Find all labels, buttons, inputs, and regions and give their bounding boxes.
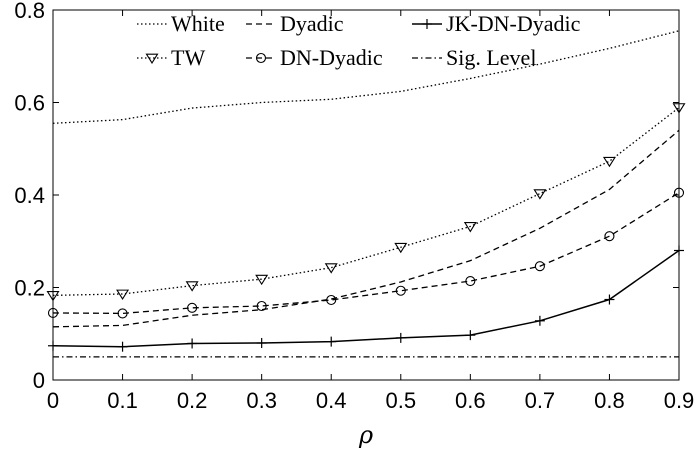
point-marker-circle (187, 302, 198, 313)
legend-label: TW (171, 45, 205, 70)
series-line (52, 192, 680, 315)
point-marker-triangle (602, 156, 616, 168)
x-tick-label: 0.3 (246, 388, 277, 413)
point-marker-plus (256, 338, 267, 348)
legend-entry: White (137, 11, 225, 36)
x-tick-label: 0 (47, 388, 59, 413)
y-tick-label: 0.8 (14, 0, 45, 23)
x-tick-label: 0.4 (316, 388, 347, 413)
point-marker-plus (187, 338, 198, 349)
legend-entry: DN-Dyadic (246, 45, 383, 70)
y-tick-label: 0 (33, 368, 45, 393)
point-marker-circle (326, 294, 337, 306)
x-tick-label: 0.8 (594, 388, 625, 413)
y-tick-label: 0.2 (14, 276, 45, 301)
point-marker-triangle (255, 274, 269, 286)
legend: White Dyadic JK-DN-Dyadic TW DN-Dyadic Sig. L… (137, 11, 581, 70)
point-marker-circle (465, 275, 476, 287)
point-marker-circle (673, 187, 685, 198)
legend-label: White (171, 11, 225, 36)
point-marker-triangle (145, 53, 159, 64)
point-marker-circle (604, 231, 615, 242)
point-marker-circle (117, 308, 128, 319)
point-marker-plus (674, 245, 684, 256)
point-marker-triangle (394, 242, 408, 254)
legend-label: JK-DN-Dyadic (446, 11, 581, 36)
point-marker-triangle (116, 289, 130, 300)
point-marker-triangle (672, 103, 686, 114)
series-dn-dyadic (47, 187, 685, 319)
point-marker-plus (395, 332, 406, 343)
x-tick-label: 0.2 (177, 388, 208, 413)
series-white (52, 30, 680, 124)
point-marker-plus (326, 336, 337, 347)
x-tick-label: 0.1 (107, 388, 138, 413)
legend-label: Dyadic (280, 11, 344, 36)
y-tick-label: 0.4 (14, 183, 45, 208)
legend-entry: TW (137, 45, 205, 70)
point-marker-circle (395, 285, 406, 296)
x-tick-label: 0.5 (385, 388, 416, 413)
point-marker-circle (534, 261, 545, 272)
point-marker-triangle (463, 222, 477, 233)
series-line (52, 30, 680, 124)
point-marker-plus (534, 315, 545, 326)
series-line (52, 129, 680, 328)
legend-label: DN-Dyadic (280, 45, 383, 70)
point-marker-plus (117, 341, 128, 352)
x-axis-label: ρ (358, 421, 373, 449)
point-marker-plus (465, 330, 476, 341)
x-tick-label: 0.6 (455, 388, 486, 413)
point-marker-circle (256, 300, 267, 312)
point-marker-circle (255, 52, 267, 64)
series-line (52, 107, 680, 297)
legend-entry: Sig. Level (412, 45, 536, 70)
point-marker-triangle (185, 281, 199, 292)
x-tick-label: 0.9 (664, 388, 695, 413)
series-jk-dn-dyadic (48, 245, 684, 352)
point-marker-plus (604, 294, 615, 305)
point-marker-triangle (324, 263, 338, 274)
y-tick-label: 0.6 (14, 91, 45, 116)
point-marker-triangle (533, 189, 547, 200)
series-tw (46, 103, 686, 302)
series-line (52, 249, 680, 348)
point-marker-circle (47, 307, 59, 318)
point-marker-triangle (46, 290, 60, 302)
series-dyadic (52, 129, 680, 328)
point-marker-plus (422, 19, 432, 29)
x-tick-label: 0.7 (525, 388, 556, 413)
legend-entry: Dyadic (246, 11, 344, 36)
series-layer (46, 30, 686, 358)
legend-entry: JK-DN-Dyadic (412, 11, 581, 36)
axes: 0 0.1 0.2 0.3 0.4 0.5 0.6 0.7 0.8 0.9 0 0.2 0.4 0.6 0.… (14, 0, 694, 413)
point-marker-plus (48, 340, 58, 351)
legend-label: Sig. Level (446, 45, 536, 70)
